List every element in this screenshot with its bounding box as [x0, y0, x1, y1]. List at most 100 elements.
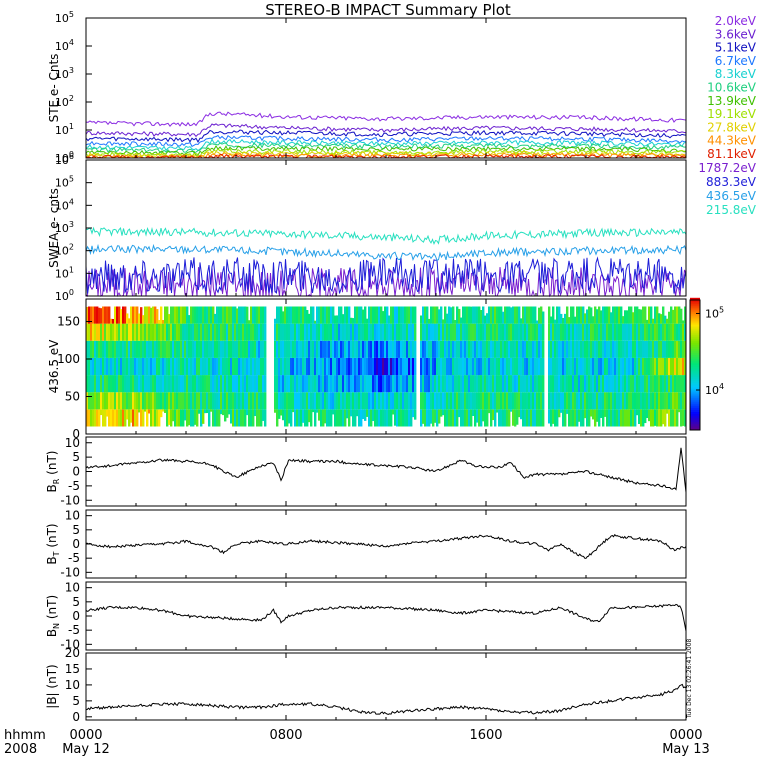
heatmap-cell	[628, 409, 631, 427]
heatmap-cell	[320, 375, 323, 393]
field-y-tick-label: -10	[60, 637, 80, 651]
heatmap-cell	[338, 306, 341, 324]
heatmap-cell	[94, 340, 97, 358]
heatmap-cell	[608, 340, 611, 358]
heatmap-cell	[586, 392, 589, 410]
heatmap-cell	[332, 392, 335, 410]
heatmap-cell	[126, 323, 129, 341]
heatmap-cell	[116, 340, 119, 358]
heatmap-cell	[594, 306, 597, 324]
heatmap-cell	[484, 315, 487, 324]
heatmap-cell	[498, 392, 501, 410]
heatmap-cell	[358, 306, 361, 324]
heatmap-cell	[646, 409, 649, 418]
heatmap-cell	[614, 306, 617, 324]
heatmap-cell	[302, 340, 305, 358]
heatmap-cell	[122, 392, 125, 410]
heatmap-cell	[352, 357, 355, 376]
heatmap-cell	[610, 375, 613, 393]
heatmap-cell	[224, 340, 227, 358]
heatmap-cell	[314, 375, 317, 393]
heatmap-cell	[154, 409, 157, 427]
heatmap-cell	[112, 392, 115, 410]
heatmap-cell	[230, 340, 233, 358]
heatmap-cell	[182, 306, 185, 324]
heatmap-cell	[514, 340, 517, 358]
heatmap-cell	[396, 306, 399, 324]
heatmap-cell	[264, 375, 267, 393]
heatmap-cell	[524, 340, 527, 358]
heatmap-cell	[504, 409, 507, 427]
heatmap-cell	[92, 306, 95, 324]
heatmap-cell	[562, 317, 565, 324]
heatmap-cell	[458, 357, 461, 376]
heatmap-cell	[174, 340, 177, 358]
heatmap-cell	[628, 375, 631, 393]
heatmap-cell	[460, 340, 463, 358]
heatmap-cell	[660, 375, 663, 393]
heatmap-cell	[276, 375, 279, 393]
heatmap-cell	[610, 409, 613, 427]
heatmap-cell	[102, 357, 105, 376]
ste-series-8.3keV	[85, 138, 687, 152]
heatmap-cell	[602, 375, 605, 393]
heatmap-cell	[522, 409, 525, 427]
heatmap-cell	[528, 306, 531, 324]
heatmap-cell	[170, 409, 173, 427]
heatmap-cell	[678, 323, 681, 341]
heatmap-cell	[86, 323, 89, 341]
heatmap-cell	[552, 357, 555, 376]
heatmap-cell	[362, 375, 365, 393]
heatmap-cell	[238, 306, 241, 324]
heatmap-cell	[120, 357, 123, 376]
heatmap-cell	[236, 375, 239, 393]
heatmap-cell	[292, 323, 295, 341]
heatmap-cell	[278, 409, 281, 419]
heatmap-cell	[530, 392, 533, 410]
heatmap-cell	[498, 357, 501, 376]
heatmap-cell	[528, 323, 531, 341]
heatmap-cell	[138, 392, 141, 410]
heatmap-cell	[438, 392, 441, 410]
heatmap-cell	[516, 357, 519, 376]
heatmap-cell	[206, 340, 209, 358]
heatmap-cell	[142, 315, 145, 324]
heatmap-cell	[262, 357, 265, 376]
pad-y-tick-label: 0	[72, 427, 80, 441]
heatmap-cell	[350, 317, 353, 324]
heatmap-cell	[100, 392, 103, 410]
heatmap-cell	[618, 323, 621, 341]
heatmap-cell	[476, 375, 479, 393]
heatmap-cell	[142, 375, 145, 393]
heatmap-cell	[202, 323, 205, 341]
heatmap-cell	[170, 306, 173, 324]
heatmap-cell	[680, 308, 683, 324]
heatmap-cell	[536, 320, 539, 324]
heatmap-cell	[476, 306, 479, 324]
heatmap-cell	[124, 323, 127, 341]
heatmap-cell	[212, 375, 215, 393]
heatmap-cell	[236, 323, 239, 341]
heatmap-cell	[380, 375, 383, 393]
heatmap-cell	[322, 409, 325, 427]
heatmap-cell	[234, 340, 237, 358]
heatmap-cell	[290, 340, 293, 358]
heatmap-cell	[210, 375, 213, 393]
heatmap-cell	[430, 375, 433, 393]
swea-y-tick-label: 104	[55, 197, 74, 212]
heatmap-cell	[380, 306, 383, 324]
heatmap-cell	[336, 315, 339, 324]
heatmap-cell	[420, 409, 423, 427]
heatmap-cell	[408, 357, 411, 376]
heatmap-cell	[250, 323, 253, 341]
heatmap-cell	[310, 357, 313, 376]
heatmap-cell	[646, 392, 649, 410]
heatmap-cell	[328, 323, 331, 341]
heatmap-cell	[620, 409, 623, 427]
heatmap-cell	[444, 323, 447, 341]
heatmap-cell	[680, 392, 683, 410]
colorbar-segment	[690, 358, 700, 362]
heatmap-cell	[184, 409, 187, 421]
heatmap-cell	[638, 309, 641, 324]
heatmap-cell	[320, 323, 323, 341]
